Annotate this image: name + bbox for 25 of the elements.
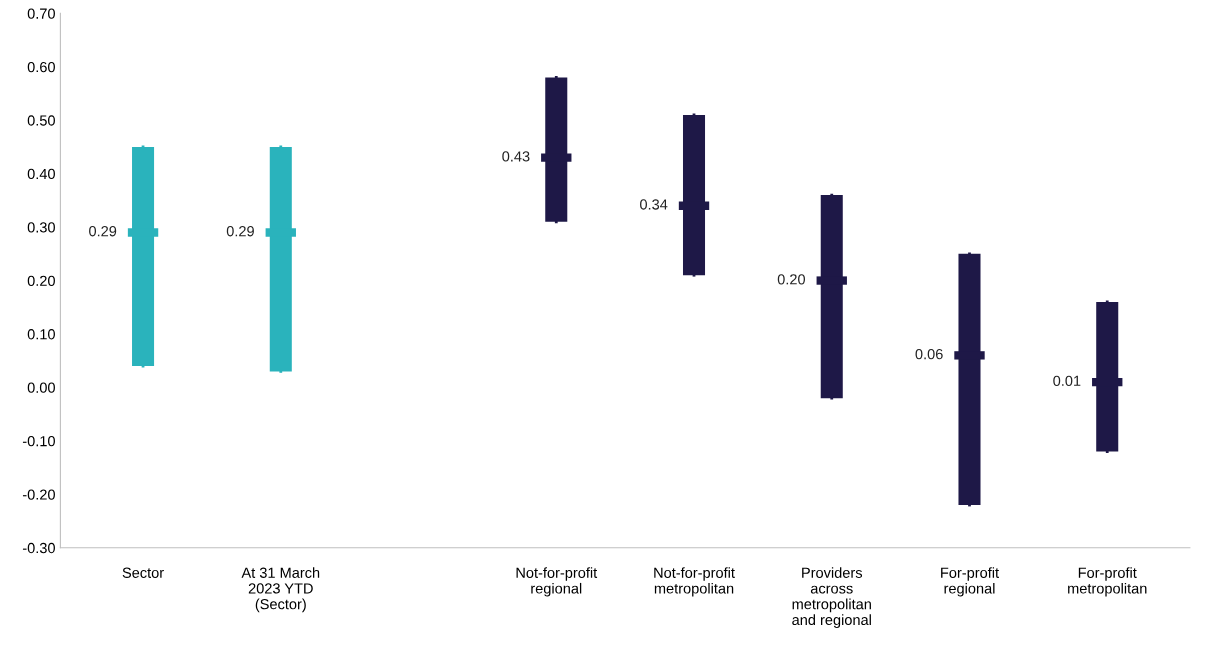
- x-tick-label: For-profit metropolitan: [1068, 567, 1147, 597]
- annotation: 0.34: [640, 199, 668, 210]
- y-tick-label: 0.70: [27, 8, 55, 19]
- y-tick-label: 0.50: [27, 115, 55, 126]
- y-tick-label: 0.40: [27, 168, 55, 180]
- y-tick-label: -0.30: [22, 542, 55, 554]
- y-tick-label: 0.30: [27, 222, 55, 233]
- annotation: 0.01: [1053, 375, 1081, 387]
- x-tick-label: Sector: [122, 567, 164, 578]
- x-tick-label: Not-for-profit regional: [516, 567, 598, 597]
- x-tick-label: For-profit regional: [941, 567, 999, 597]
- y-tick-label: 0.60: [27, 61, 55, 73]
- annotation: 0.43: [502, 151, 530, 162]
- annotation: 0.29: [226, 226, 254, 237]
- annotation: 0.29: [89, 226, 117, 237]
- y-tick-label: -0.20: [22, 489, 55, 500]
- annotation: 0.20: [777, 274, 806, 285]
- y-tick-label: -0.10: [22, 435, 55, 447]
- y-tick-label: 0.00: [27, 382, 55, 393]
- x-tick-label: At 31 March 2023 YTD (Sector): [241, 567, 320, 613]
- y-tick-label: 0.10: [27, 329, 55, 340]
- x-tick-label: Providers across metropolitan and regional: [792, 567, 871, 628]
- x-tick-label: Not-for-profit metropolitan: [654, 567, 735, 597]
- y-tick-label: 0.20: [27, 275, 55, 286]
- annotation: 0.06: [915, 348, 943, 360]
